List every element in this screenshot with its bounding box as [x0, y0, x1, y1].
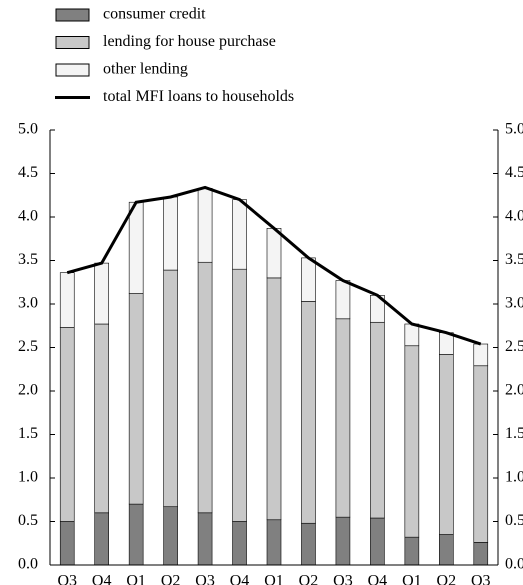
bar-segment: [473, 365, 489, 543]
x-tick-label: Q1: [402, 573, 422, 585]
legend-swatch: [55, 63, 90, 77]
bar-segment: [128, 293, 144, 505]
bar-segment: [197, 187, 213, 263]
y2-tick-label: 4.5: [505, 164, 523, 181]
bar-segment: [94, 512, 109, 566]
y2-tick-label: 1.5: [505, 425, 523, 442]
y2-tick-label: 2.5: [505, 338, 523, 355]
y2-tick-label: 3.0: [505, 295, 523, 312]
y-tick-label: 5.0: [18, 121, 38, 138]
y2-tick-label: 0.0: [505, 556, 523, 573]
total-line: [66, 185, 482, 346]
y-tick-label: 0.5: [18, 512, 38, 529]
bar-segment: [128, 503, 144, 566]
bar-segment: [301, 301, 316, 524]
bar-segment: [301, 257, 316, 302]
bar-segment: [163, 506, 178, 566]
x-tick-label: Q2: [299, 573, 319, 585]
y-tick-label: 2.0: [18, 382, 38, 399]
legend-label: other lending: [103, 61, 188, 78]
bar-segment: [404, 323, 420, 347]
x-tick-label: Q3: [57, 573, 77, 585]
legend-label: lending for house purchase: [103, 33, 276, 50]
y-tick-label: 0.0: [18, 556, 38, 573]
x-tick-label: Q1: [126, 573, 146, 585]
bar-segment: [473, 542, 489, 566]
y2-tick-label: 1.0: [505, 469, 523, 486]
bar-segment: [301, 522, 316, 566]
bar-segment: [128, 201, 144, 294]
legend-label: total MFI loans to households: [103, 88, 294, 105]
bar-segment: [232, 268, 247, 522]
y2-tick-label: 5.0: [505, 121, 523, 138]
bar-segment: [370, 321, 385, 519]
x-tick-label: Q1: [264, 573, 284, 585]
bar-segment: [232, 521, 247, 566]
bar-segment: [404, 345, 420, 538]
x-tick-label: Q3: [195, 573, 215, 585]
bar-segment: [335, 280, 351, 320]
bar-segment: [163, 269, 178, 508]
bar-segment: [439, 332, 454, 355]
bar-segment: [232, 199, 247, 270]
x-tick-label: Q4: [92, 573, 112, 585]
bar-segment: [59, 521, 75, 566]
y-tick-label: 3.0: [18, 295, 38, 312]
bar-segment: [59, 272, 75, 328]
bar-segment: [163, 196, 178, 271]
y2-tick-label: 4.0: [505, 208, 523, 225]
bar-segment: [439, 534, 454, 566]
y-tick-label: 1.5: [18, 425, 38, 442]
x-tick-label: Q3: [333, 573, 353, 585]
bar-segment: [266, 228, 282, 279]
y2-tick-label: 2.0: [505, 382, 523, 399]
bar-segment: [266, 519, 282, 566]
y-tick-label: 4.5: [18, 164, 38, 181]
x-tick-label: Q4: [230, 573, 250, 585]
y-tick-label: 3.5: [18, 251, 38, 268]
bar-segment: [59, 327, 75, 522]
bar-segment: [197, 512, 213, 566]
legend-swatch: [55, 8, 90, 22]
y-tick-label: 2.5: [18, 338, 38, 355]
x-tick-label: Q3: [471, 573, 491, 585]
y-tick-label: 1.0: [18, 469, 38, 486]
bar-segment: [197, 261, 213, 514]
bar-segment: [370, 517, 385, 566]
y-tick-label: 4.0: [18, 208, 38, 225]
y2-tick-label: 0.5: [505, 512, 523, 529]
bar-segment: [439, 354, 454, 535]
bar-segment: [266, 277, 282, 521]
bar-segment: [94, 262, 109, 325]
bar-segment: [335, 516, 351, 566]
bar-segment: [335, 318, 351, 518]
x-tick-label: Q4: [368, 573, 388, 585]
y2-tick-label: 3.5: [505, 251, 523, 268]
bar-segment: [473, 343, 489, 367]
x-tick-label: Q2: [161, 573, 181, 585]
bar-segment: [94, 323, 109, 514]
x-tick-label: Q2: [437, 573, 457, 585]
legend-label: consumer credit: [103, 6, 206, 23]
legend-swatch: [55, 36, 90, 49]
bar-segment: [404, 536, 420, 566]
